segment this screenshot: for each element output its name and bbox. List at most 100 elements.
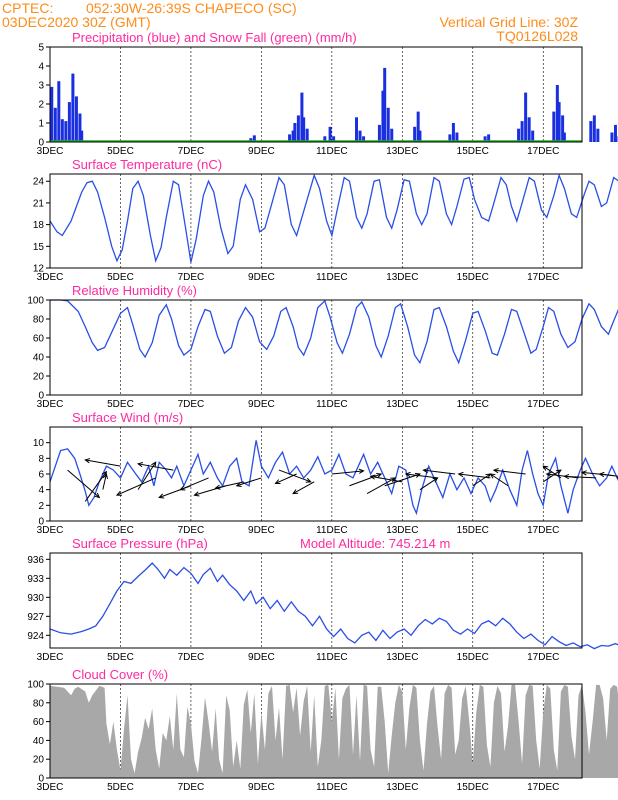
precip-bar [527,117,531,142]
precip-bar [296,115,300,142]
wind-arrow [366,477,396,495]
precip-bar [252,135,256,142]
precip-bar [377,124,381,142]
temperature-line [49,173,618,264]
wind-date-label: 17DEC [527,525,559,536]
temperature-ytick-label: 24 [33,177,45,188]
precip-bar [381,90,385,142]
temperature-date-label: 9DEC [248,272,275,283]
wind-arrow [542,465,562,479]
pressure-date-label: 15DEC [457,652,489,663]
wind-frame [49,426,583,522]
precip-bar [328,126,332,142]
wind-arrow-head [404,471,411,478]
wind-arrow-head [84,458,91,464]
humidity-date-label: 5DEC [107,399,134,410]
wind-ytick-label: 0 [38,517,44,528]
humidity-ytick-label: 40 [33,353,45,364]
wind-date-label: 5DEC [107,525,134,536]
pressure-ytick-label: 930 [27,593,44,604]
precip-bar [323,136,327,142]
wind-arrow-head [555,469,562,475]
cloud-ytick-label: 60 [33,717,45,728]
humidity-ytick-label: 20 [33,372,45,383]
precip-bar [249,138,253,142]
pressure-date-label: 11DEC [316,652,348,663]
precip-bar [390,128,394,142]
pressure-ytick-label: 927 [27,612,44,623]
precip-bar [50,86,54,142]
wind-arrow [384,473,421,487]
pressure-date-label: 9DEC [248,652,275,663]
humidity-title: Relative Humidity (%) [72,283,197,298]
precip-bar [524,92,528,142]
wind-arrow-head [179,485,186,491]
temperature-ytick-label: 18 [33,220,45,231]
cloud-date-label: 15DEC [457,782,489,793]
precip-panel: Precipitation (blue) and Snow Fall (gree… [37,30,618,157]
precip-bar [562,132,566,142]
header-run: 03DEC2020 30Z (GMT) [2,14,151,30]
precip-bar [455,132,459,142]
wind-arrow-head [136,461,144,468]
precip-bar [64,121,68,142]
precip-bar [517,128,521,142]
wind-ytick-label: 4 [38,485,44,496]
cloud-ytick-label: 100 [27,680,44,691]
wind-date-label: 15DEC [457,525,489,536]
panels-group: Precipitation (blue) and Snow Fall (gree… [27,30,618,793]
wind-ytick-label: 6 [38,470,44,481]
precip-frame [49,46,583,143]
wind-arrow-head [235,481,242,487]
pressure-date-label: 13DEC [386,652,418,663]
humidity-panel: Relative Humidity (%) 3DEC 5DEC 7DEC 9DEC 11D… [27,283,618,410]
temperature-ytick-label: 15 [33,242,45,253]
wind-arrow-head [376,473,383,478]
wind-arrow-head [457,471,464,478]
precip-date-label: 13DEC [386,146,418,157]
wind-arrow-head [545,471,552,478]
wind-arrow [490,473,509,487]
precip-bar [300,92,304,142]
wind-arrow-head [432,477,439,483]
header-source: CPTEC: [2,0,53,16]
precip-bar [358,130,362,142]
wind-arrow [423,469,456,475]
header-gridnote: Vertical Grid Line: 30Z [439,14,578,30]
precip-bar [561,115,565,142]
wind-panel: Surface Wind (m/s) 3DEC 5DEC 7DEC 9DEC 11DEC 1… [33,410,618,536]
precip-ytick-label: 5 [38,43,44,54]
precip-bar [71,73,75,142]
humidity-date-label: 11DEC [316,399,348,410]
precip-bar [610,132,614,142]
wind-arrow [458,473,491,479]
temperature-date-label: 17DEC [527,272,559,283]
precip-bar [413,126,417,142]
wind-arrow [102,473,107,490]
cloud-date-label: 11DEC [316,782,348,793]
precip-bar [531,130,535,142]
precip-date-label: 7DEC [178,146,205,157]
cloud-panel: Cloud Cover (%) 3DEC 5DEC 7DEC 9DEC 11DEC 13DE… [27,667,618,793]
cloud-date-label: 5DEC [107,782,134,793]
humidity-date-label: 9DEC [248,399,275,410]
precip-bar [80,130,84,142]
precip-bar [355,117,359,142]
cloud-date-label: 7DEC [178,782,205,793]
cloud-ytick-label: 0 [38,774,44,785]
temperature-frame [49,173,583,269]
precip-bar [596,128,600,142]
wind-arrow [180,477,209,491]
precip-bar [332,136,336,142]
wind-arrow-head [292,489,299,495]
precip-title: Precipitation (blue) and Snow Fall (gree… [72,30,357,45]
pressure-date-label: 3DEC [37,652,64,663]
precip-ytick-label: 0 [38,138,44,149]
pressure-title: Surface Pressure (hPa) [72,536,208,551]
cloud-date-label: 3DEC [37,782,64,793]
wind-arrow [292,481,315,495]
cloud-title: Cloud Cover (%) [72,667,168,682]
precip-bar [386,107,390,142]
wind-arrow [85,459,121,467]
precip-bar [418,130,422,142]
